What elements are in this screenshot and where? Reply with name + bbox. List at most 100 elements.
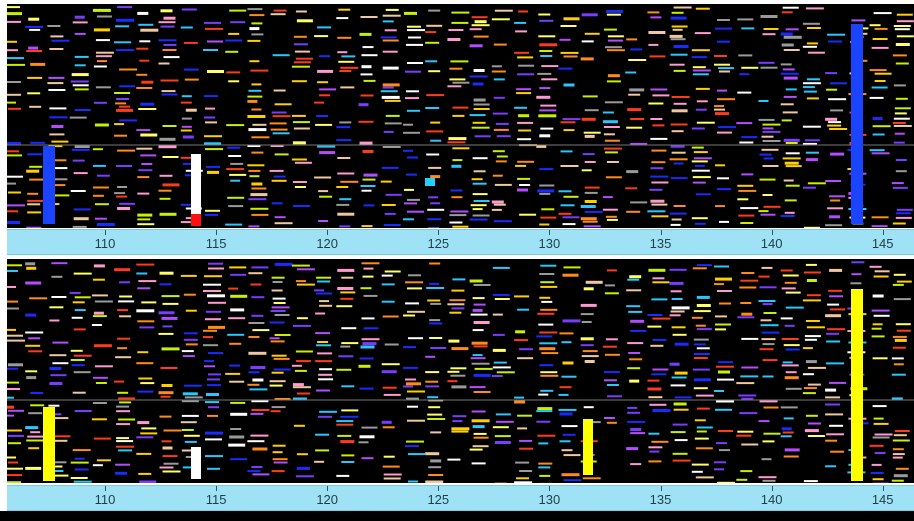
residue-mark [406,90,419,93]
residue-mark [785,387,802,390]
residue-mark [425,371,440,374]
ruler-tick-label: 110 [94,236,116,251]
residue-mark [337,434,352,437]
residue-mark [693,151,708,154]
residue-mark [471,16,488,19]
residue-mark [517,121,534,124]
residue-mark [895,43,910,46]
residue-mark [269,321,285,324]
residue-mark [584,32,600,35]
residue-mark [403,218,414,221]
residue-mark [116,437,130,440]
residue-mark [183,332,198,335]
residue-mark [759,286,777,289]
residue-mark [252,378,264,382]
residue-mark [360,287,372,290]
residue-mark [896,208,913,211]
residue-mark [825,465,837,468]
residue-mark [247,440,265,443]
residue-mark [517,427,528,430]
residue-mark [319,304,333,307]
residue-mark [119,281,131,284]
residue-mark [825,396,841,399]
residue-mark [802,347,813,350]
residue-mark [251,296,265,299]
alignment-panel-bottom[interactable] [7,259,914,483]
residue-mark [604,151,618,154]
residue-mark [715,328,726,331]
residue-mark [28,17,40,21]
residue-mark [205,107,215,110]
residue-mark [491,18,510,21]
residue-mark [561,425,578,428]
residue-mark [802,86,815,89]
residue-mark [783,49,800,51]
residue-mark [7,182,16,185]
residue-mark [270,128,288,131]
residue-mark [803,226,820,228]
residue-mark [407,210,424,213]
residue-mark [337,212,355,216]
residue-mark [494,298,510,300]
alignment-panel-top[interactable] [7,4,914,228]
residue-mark [92,464,103,467]
residue-mark [341,276,354,279]
residue-mark [626,305,641,308]
residue-mark [180,221,191,224]
residue-mark [519,439,533,442]
residue-mark [696,407,710,410]
residue-mark [693,157,712,160]
residue-mark [318,220,329,222]
residue-mark [228,443,246,447]
residue-mark [869,96,884,99]
residue-mark [650,137,668,140]
residue-mark [52,362,69,365]
residue-mark [671,376,687,379]
residue-mark [137,176,150,179]
residue-mark [95,39,110,42]
residue-mark [692,69,711,72]
residue-mark [270,340,285,343]
residue-mark [539,347,556,351]
residue-mark [274,262,293,266]
residue-mark [874,72,892,75]
residue-mark [49,319,60,322]
residue-mark [25,370,38,373]
residue-mark [519,348,534,351]
residue-mark [251,182,263,186]
residue-mark [119,105,131,108]
residue-mark [407,156,418,159]
residue-mark [8,363,23,367]
residue-mark [717,40,730,43]
residue-mark [249,14,265,17]
residue-mark [602,196,613,199]
residue-mark [559,38,571,41]
residue-mark [869,149,885,152]
residue-mark [360,185,376,187]
residue-mark [670,38,686,41]
residue-mark [630,142,648,145]
residue-mark [536,420,551,423]
residue-mark [892,448,904,451]
residue-mark [317,341,329,343]
residue-mark [137,421,150,425]
residue-mark [607,35,624,38]
residue-mark [7,286,16,288]
residue-mark [560,204,575,207]
residue-mark [71,316,83,319]
residue-mark [381,363,400,366]
bottom-edge-bar [0,511,914,521]
residue-mark [558,67,573,70]
residue-mark [28,337,41,340]
residue-mark [94,203,109,206]
residue-mark [383,473,402,476]
residue-mark [651,181,669,184]
ruler-tick-label: 125 [427,492,450,507]
residue-mark [182,135,194,139]
residue-mark [652,338,667,341]
residue-mark [736,382,755,385]
residue-mark [115,463,131,466]
residue-mark [92,278,105,281]
residue-mark [759,153,772,156]
residue-mark [52,341,69,344]
